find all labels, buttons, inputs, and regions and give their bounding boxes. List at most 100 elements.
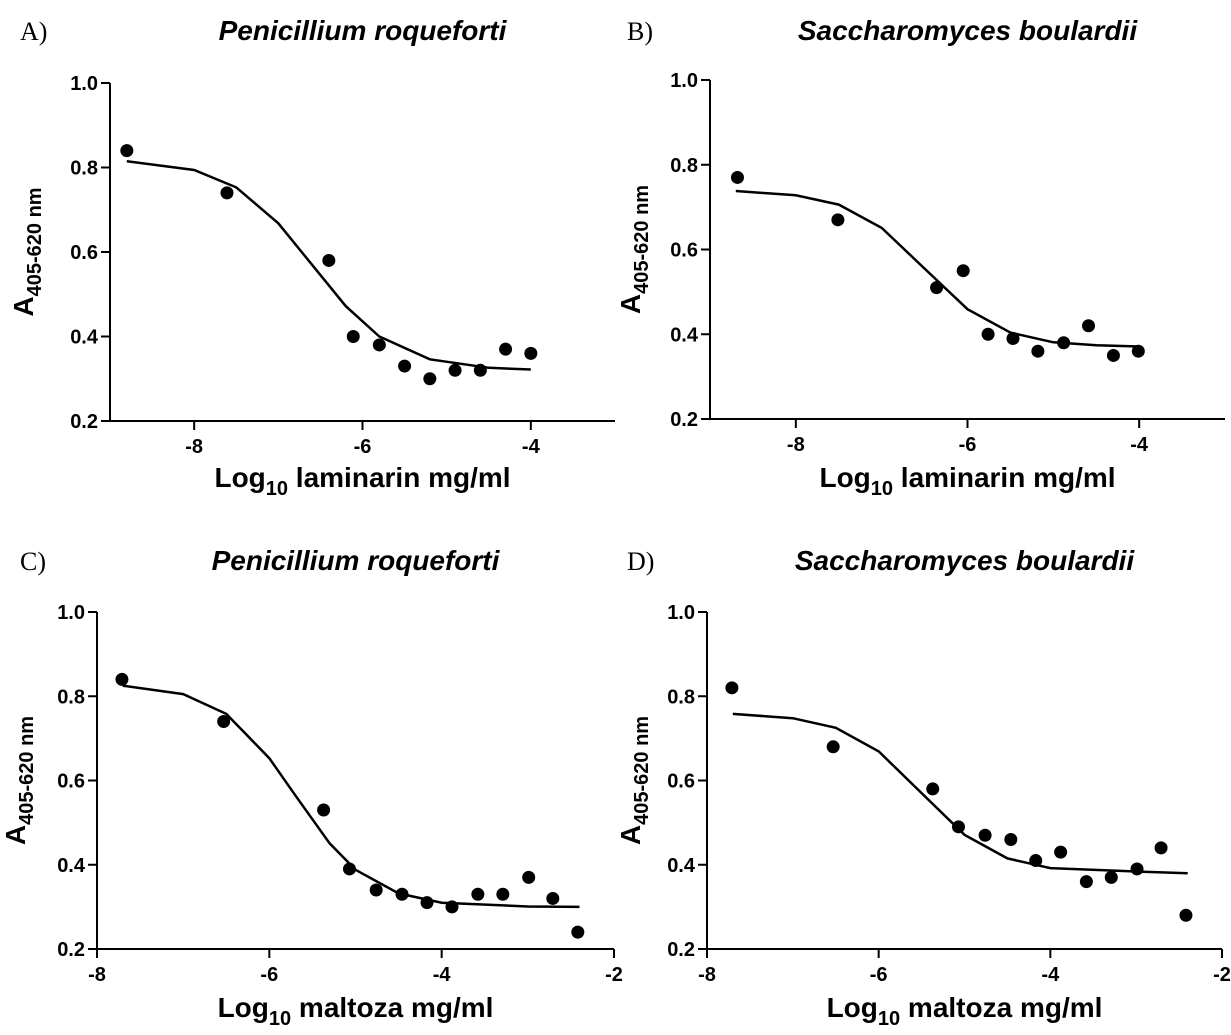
data-point [725,681,739,695]
data-point [1054,845,1068,859]
data-point [1131,344,1145,358]
data-point [496,887,510,901]
y-label-text: A [615,825,646,845]
panel-label: B) [627,17,653,46]
data-point [499,342,513,356]
chart-title: Penicillium roqueforti [212,545,501,576]
data-point [524,346,538,360]
data-point [1082,319,1096,333]
x-tick-label: -4 [1041,964,1060,986]
chart-title: Saccharomyces boulardii [795,545,1135,576]
data-point [398,359,412,373]
x-tick-label: -2 [605,964,623,986]
x-label-text: maltoza mg/ml [291,992,493,1023]
data-point [448,363,462,377]
y-tick-label: 0.8 [57,686,85,708]
y-axis-label: A405-620 nm [0,716,38,845]
data-point [369,883,383,897]
y-tick-label: 0.6 [670,240,698,262]
x-label-text: Log [214,462,265,493]
data-point [978,828,992,842]
fit-curve [732,712,1188,875]
x-tick-label: -2 [1213,964,1231,986]
y-tick-label: 0.6 [57,771,85,793]
y-tick-label: 1.0 [667,602,695,624]
y-axis-label: A405-620 nm [615,716,653,845]
y-tick-label: 0.2 [70,411,98,433]
fit-curve [122,684,580,909]
x-label-text: Log [827,992,878,1023]
data-point [831,213,845,227]
x-label-subscript: 10 [878,1008,900,1030]
x-label-text: laminarin mg/ml [893,462,1116,493]
x-tick-label: -8 [88,964,106,986]
x-label-text: laminarin mg/ml [288,462,511,493]
data-point [1104,870,1118,884]
y-tick-label: 1.0 [670,70,698,92]
x-tick-label: -4 [433,964,452,986]
chart-title: Penicillium roqueforti [219,15,508,46]
data-point [1004,832,1018,846]
data-point [217,715,231,729]
data-point [981,327,995,341]
data-point [1154,841,1168,855]
y-tick-label: 0.4 [667,855,696,877]
data-point [115,672,129,686]
y-label-text: A [0,825,31,845]
data-point [522,870,536,884]
x-tick-label: -6 [354,436,372,458]
x-label-subscript: 10 [266,478,288,500]
y-tick-label: 0.2 [667,939,695,961]
data-point [346,330,360,343]
y-tick-label: 1.0 [70,73,98,95]
x-label-subscript: 10 [871,478,893,500]
data-point [730,170,744,184]
x-label-text: Log [819,462,870,493]
data-point [956,264,970,278]
y-label-subscript: 405-620 nm [631,185,653,294]
y-tick-label: 0.4 [670,324,699,346]
data-point [220,186,234,200]
data-point [1106,348,1120,362]
y-axis-label: A405-620 nm [615,185,653,314]
data-point [120,144,134,158]
y-tick-label: 0.4 [57,855,86,877]
data-point [322,253,336,267]
x-label-text: Log [218,992,269,1023]
x-tick-label: -4 [1130,434,1149,456]
data-point [951,820,965,834]
y-tick-label: 0.8 [670,155,698,177]
data-point [1179,908,1193,922]
x-tick-label: -8 [787,434,805,456]
data-point [317,803,331,817]
x-tick-label: -6 [870,964,888,986]
data-point [1031,344,1045,358]
data-point [571,925,585,939]
fit-curve [735,189,1140,348]
y-label-subscript: 405-620 nm [16,716,38,825]
x-tick-label: -6 [959,434,977,456]
x-label-subscript: 10 [269,1008,291,1030]
y-tick-label: 0.2 [57,939,85,961]
panel-label: A) [20,17,47,46]
y-tick-label: 0.8 [70,158,98,180]
y-tick-label: 0.4 [70,327,99,349]
data-point [1079,875,1093,889]
x-axis-label: Log10 laminarin mg/ml [819,462,1115,500]
y-axis-label: A405-620 nm [8,187,46,316]
data-point [926,782,940,796]
x-tick-label: -8 [698,964,716,986]
panel-label: D) [627,547,654,576]
y-tick-label: 1.0 [57,602,85,624]
chart-title: Saccharomyces boulardii [798,15,1138,46]
x-axis-label: Log10 laminarin mg/ml [214,462,510,500]
x-tick-label: -6 [260,964,278,986]
data-point [1006,331,1020,345]
x-tick-label: -8 [185,436,203,458]
y-tick-label: 0.6 [667,771,695,793]
data-point [826,740,840,754]
y-tick-label: 0.8 [667,686,695,708]
y-label-subscript: 405-620 nm [24,187,46,296]
y-tick-label: 0.6 [70,242,98,264]
